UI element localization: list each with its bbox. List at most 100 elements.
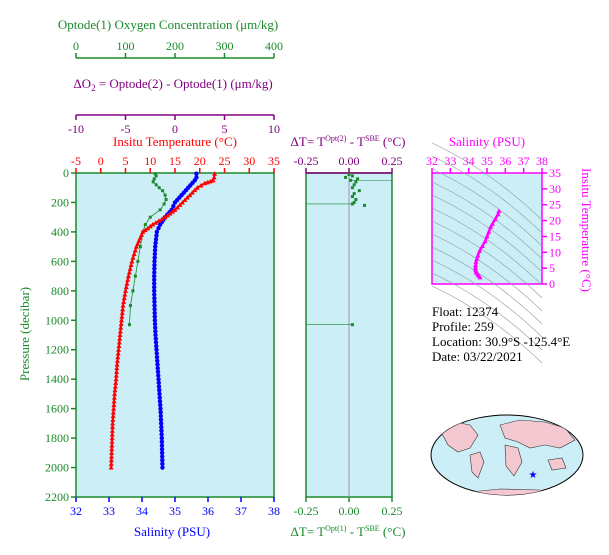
location-map: ★ — [430, 414, 584, 496]
salinity-point-83 — [160, 457, 165, 463]
pressure-tick-label-1: 200 — [51, 195, 69, 209]
temperature-point-10 — [187, 192, 193, 198]
salinity-point-60 — [156, 373, 161, 378]
delta-t-panel: ΔT= TOpt(2) - TSBE (°C) -0.25 0.00 0.25 -0… — [291, 134, 406, 539]
salinity-point-28 — [152, 255, 157, 260]
delta-t-point-6 — [352, 183, 356, 187]
delta-t-top-tick-label-1: 0.00 — [339, 154, 360, 168]
temperature-point-55 — [118, 325, 124, 330]
salinity-point-50 — [153, 336, 158, 341]
salinity-point-39 — [152, 295, 157, 301]
salinity-point-64 — [157, 388, 162, 393]
temperature-point-40 — [126, 269, 132, 275]
density-contour-3 — [431, 181, 543, 260]
salinity-series — [152, 171, 199, 470]
temperature-point-18 — [167, 211, 173, 216]
delta-t-bottom-sup2: SBE — [365, 524, 380, 533]
salinity-point-75 — [159, 428, 164, 433]
oxygen-point-11 — [148, 215, 152, 219]
salinity-point-24 — [153, 240, 158, 246]
temperature-point-83 — [109, 428, 115, 433]
delta-o2-title-pre: ΔO — [73, 76, 91, 91]
delta-o2-axis: ΔO2 = Optode(2) - Optode(1) (μm/kg) -10-… — [68, 76, 280, 136]
temperature-point-23 — [153, 220, 159, 225]
pressure-tick-label-0: 0 — [63, 166, 69, 180]
salinity-point-78 — [159, 439, 165, 444]
ts-point-9 — [477, 248, 483, 253]
oxygen-point-10 — [158, 208, 162, 212]
salinity-point-72 — [158, 417, 164, 422]
pressure-tick-label-9: 1800 — [45, 431, 69, 445]
pressure-tick-label-10: 2000 — [45, 461, 69, 475]
density-contour-9 — [431, 259, 543, 338]
inset-salinity-tick-label-4: 36 — [499, 154, 511, 168]
temperature-tick-label-4: 15 — [169, 154, 181, 168]
delta-o2-ticks: -10 -5 0 5 10 — [68, 115, 280, 136]
salinity-point-20 — [156, 226, 161, 231]
temperature-point-75 — [111, 398, 117, 404]
density-contour-7 — [431, 233, 543, 312]
density-contour-1 — [431, 155, 543, 234]
delta-t-bottom-title-pre: ΔT= T — [291, 524, 326, 539]
temperature-point-35 — [131, 251, 137, 256]
ts-point-4 — [488, 224, 494, 229]
temperature-point-26 — [145, 225, 151, 231]
density-contour-6 — [431, 220, 543, 299]
salinity-point-55 — [154, 354, 160, 360]
temperature-point-4 — [205, 179, 211, 185]
inset-temperature-tick-label-0: 0 — [549, 277, 555, 291]
temperature-tick-label-7: 30 — [243, 154, 255, 168]
oxygen-point-8 — [164, 198, 168, 202]
delta-o2-tick-label-4: 10 — [268, 122, 280, 136]
delta-t-point-0 — [347, 172, 351, 176]
temperature-point-85 — [109, 435, 115, 441]
temperature-point-37 — [129, 258, 135, 264]
inset-salinity-tick-label-0: 32 — [426, 154, 438, 168]
ts-point-7 — [482, 238, 488, 244]
salinity-point-36 — [152, 284, 157, 290]
salinity-point-31 — [152, 266, 157, 271]
ts-point-20 — [477, 274, 483, 280]
temperature-point-12 — [182, 197, 188, 202]
temperature-tick-label-2: 5 — [123, 154, 129, 168]
oxygen-point-9 — [162, 202, 166, 206]
inset-temperature-tick-label-5: 25 — [549, 198, 561, 212]
temperature-point-21 — [159, 216, 165, 222]
temperature-tick-label-5: 20 — [194, 154, 206, 168]
oxygen-point-17 — [131, 289, 135, 293]
inset-plot-area — [431, 172, 543, 285]
salinity-point-29 — [152, 259, 157, 264]
salinity-point-22 — [154, 233, 159, 238]
pressure-tick-label-7: 1400 — [45, 372, 69, 386]
delta-o2-axis-title: ΔO2 = Optode(2) - Optode(1) (μm/kg) — [73, 76, 272, 93]
ts-point-13 — [473, 262, 479, 267]
main-plot-area — [75, 172, 275, 498]
temperature-point-82 — [110, 424, 116, 430]
temperature-point-33 — [133, 244, 139, 249]
delta-t-point-12 — [352, 200, 356, 204]
salinity-axis-title: Salinity (PSU) — [134, 524, 210, 539]
temperature-point-79 — [110, 413, 116, 418]
temperature-point-67 — [114, 369, 120, 374]
salinity-point-71 — [158, 413, 164, 419]
temperature-point-51 — [119, 310, 125, 315]
delta-t-point-11 — [354, 198, 358, 202]
oxygen-tick-label-1: 100 — [117, 39, 135, 53]
salinity-point-53 — [154, 347, 159, 352]
float-location: Location: 30.9°S -125.4°E — [432, 334, 570, 349]
delta-t-point-4 — [349, 178, 353, 182]
salinity-point-69 — [158, 406, 163, 411]
temperature-point-11 — [184, 195, 190, 200]
delta-t-top-tick-label-2: 0.25 — [382, 154, 403, 168]
temperature-point-91 — [108, 457, 114, 463]
pressure-tick-label-3: 600 — [51, 254, 69, 268]
temperature-axis-title: Insitu Temperature (°C) — [113, 134, 237, 149]
salinity-point-35 — [152, 281, 157, 286]
salinity-point-58 — [155, 365, 160, 371]
salinity-point-81 — [159, 450, 165, 456]
temperature-point-73 — [112, 391, 118, 396]
oxygen-tick-label-3: 300 — [216, 39, 234, 53]
salinity-point-47 — [153, 325, 158, 330]
